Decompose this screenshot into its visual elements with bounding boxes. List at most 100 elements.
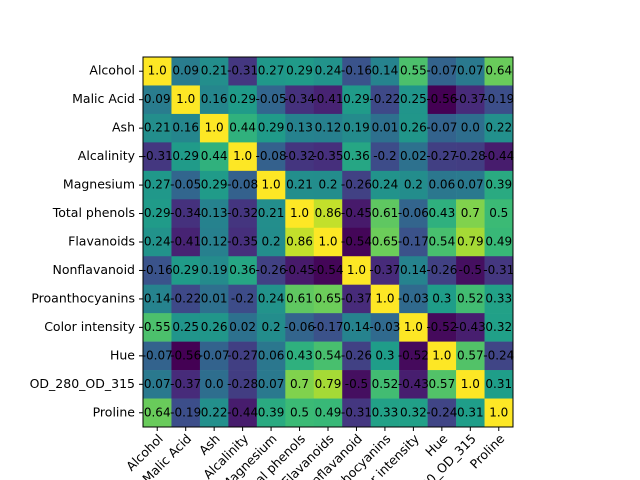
cell-label: -0.07 <box>142 348 173 362</box>
cell-label: -0.32 <box>227 206 258 220</box>
cell <box>399 170 428 200</box>
cell-label: 0.39 <box>485 178 512 192</box>
cell-label: 1.0 <box>233 149 252 163</box>
cell <box>228 113 258 143</box>
cell <box>342 199 371 229</box>
cell-label: 0.61 <box>372 206 399 220</box>
cell-label: -0.03 <box>398 291 429 305</box>
cell <box>256 57 286 86</box>
cell-label: -0.06 <box>398 206 429 220</box>
cell <box>456 398 485 428</box>
cell-label: 0.52 <box>372 377 399 391</box>
cell-label: 0.27 <box>144 178 171 192</box>
cell-label: 0.32 <box>400 405 427 419</box>
cell <box>171 341 201 371</box>
cell <box>427 284 457 314</box>
cell <box>171 370 201 399</box>
cell-label: 0.24 <box>258 291 285 305</box>
cell <box>399 370 428 399</box>
cell <box>199 227 229 257</box>
cell <box>484 170 514 200</box>
cell <box>143 256 172 285</box>
cell <box>285 142 315 172</box>
cell-label: 0.21 <box>286 178 313 192</box>
cell-label: 0.32 <box>485 320 512 334</box>
cell <box>370 57 400 86</box>
cell <box>199 398 229 428</box>
cell-label: -0.24 <box>426 405 457 419</box>
cell <box>285 341 315 371</box>
cell-label: -0.37 <box>455 92 486 106</box>
cell-label: -0.54 <box>312 263 343 277</box>
cell <box>199 113 229 143</box>
cell-label: 0.29 <box>343 92 370 106</box>
cell-label: -0.5 <box>345 377 368 391</box>
cell-label: -0.2 <box>373 149 396 163</box>
cell-label: 0.29 <box>201 178 228 192</box>
cell <box>313 313 343 342</box>
cell <box>313 199 343 229</box>
cell-label: -0.32 <box>284 149 315 163</box>
cell <box>427 170 457 200</box>
cell-label: 0.2 <box>262 235 281 249</box>
cell-label: 0.22 <box>201 405 228 419</box>
cell-label: -0.27 <box>227 348 258 362</box>
cell <box>199 284 229 314</box>
cell <box>143 227 172 257</box>
cell-label: 0.06 <box>428 178 455 192</box>
cell <box>171 142 201 172</box>
cell-label: 0.5 <box>489 206 508 220</box>
cell <box>342 341 371 371</box>
cell-label: 0.31 <box>485 377 512 391</box>
cell <box>342 284 371 314</box>
cell <box>199 313 229 342</box>
y-tick-label: Alcalinity <box>78 148 136 163</box>
cell-label: 0.5 <box>290 405 309 419</box>
y-tick-label: Total phenols <box>52 205 135 220</box>
cell-label: -0.07 <box>199 348 230 362</box>
cell <box>370 284 400 314</box>
cell <box>143 85 172 115</box>
cell-label: -0.26 <box>341 348 372 362</box>
cell-label: 1.0 <box>432 348 451 362</box>
cell-label: 0.7 <box>290 377 309 391</box>
cell-label: 0.0 <box>461 121 480 135</box>
cell-label: 0.43 <box>428 206 455 220</box>
cell <box>285 370 315 399</box>
cell-label: 0.21 <box>258 206 285 220</box>
cell-label: 0.07 <box>258 377 285 391</box>
cell <box>171 57 201 86</box>
cell <box>285 85 315 115</box>
cell-label: 0.36 <box>343 149 370 163</box>
cell <box>171 170 201 200</box>
cell-label: 0.86 <box>286 235 313 249</box>
cell-label: -0.35 <box>312 149 343 163</box>
cell-label: -0.5 <box>459 263 482 277</box>
cell-label: 0.09 <box>144 92 171 106</box>
cell <box>484 57 514 86</box>
cell-label: 0.86 <box>315 206 342 220</box>
cell <box>256 370 286 399</box>
cell <box>228 256 258 285</box>
y-tick-label: Alcohol <box>89 63 135 78</box>
cell <box>143 370 172 399</box>
cell-label: -0.19 <box>170 405 201 419</box>
cell-label: -0.16 <box>341 64 372 78</box>
cell <box>484 284 514 314</box>
cell-label: 0.31 <box>457 405 484 419</box>
cell-label: -0.31 <box>483 263 514 277</box>
cell-label: -0.45 <box>284 263 315 277</box>
cell <box>313 142 343 172</box>
cell <box>143 341 172 371</box>
cell-label: -0.27 <box>426 149 457 163</box>
cell-label: -0.34 <box>284 92 315 106</box>
cell-label: -0.16 <box>142 263 173 277</box>
cell-label: 0.54 <box>428 235 455 249</box>
cell <box>171 313 201 342</box>
cell-label: 0.09 <box>172 64 199 78</box>
cell <box>370 370 400 399</box>
cell-label: 0.21 <box>144 121 171 135</box>
cell <box>342 85 371 115</box>
cell <box>456 170 485 200</box>
cell-label: 0.65 <box>372 235 399 249</box>
